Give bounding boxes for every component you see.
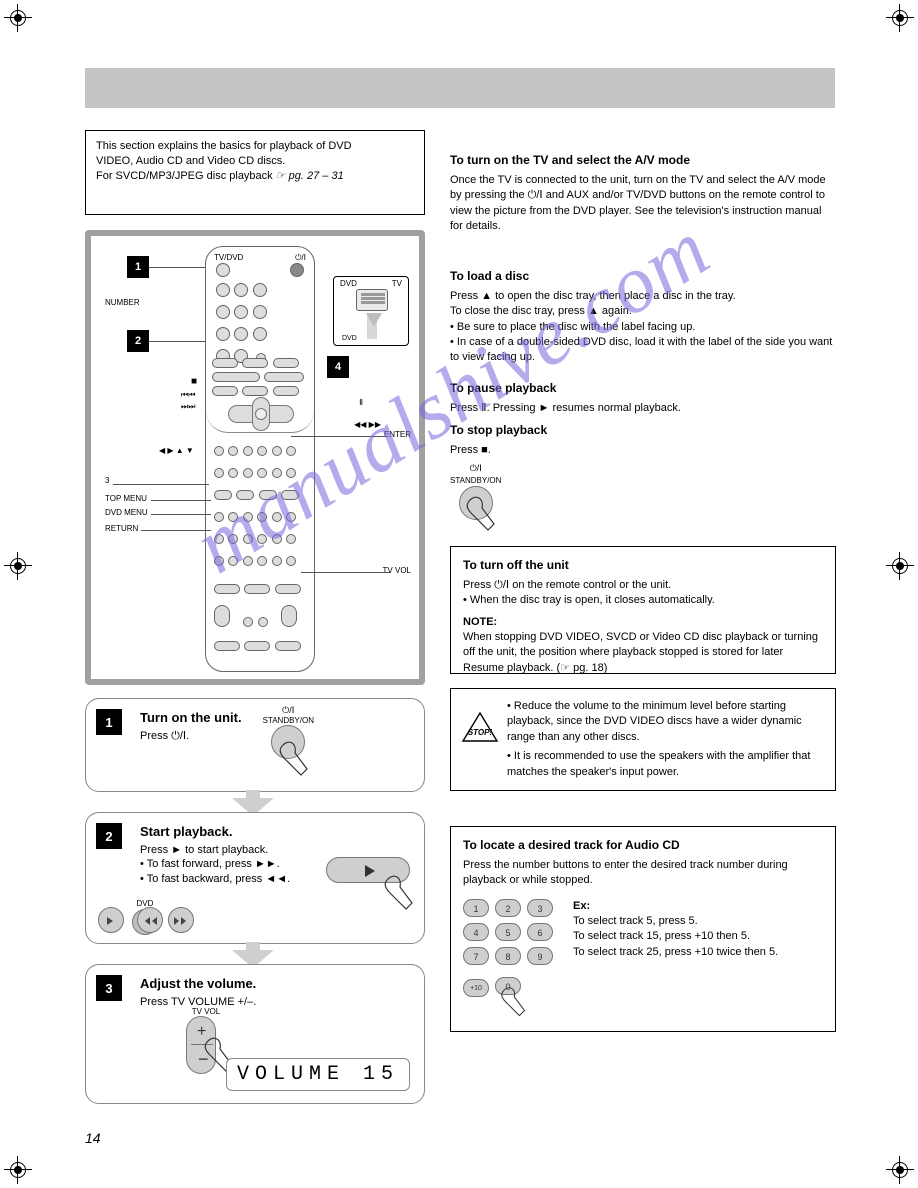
step-1: 1 Turn on the unit. Press ⏻/Ⅰ. ⏻/Ⅰ STAND…: [85, 698, 425, 792]
remote-shell: TV/DVD ⏻/Ⅰ: [205, 246, 315, 672]
power-icon: ⏻/Ⅰ: [295, 253, 306, 263]
intro-line: For SVCD/MP3/JPEG disc playback ☞ pg. 27…: [96, 169, 414, 184]
crop-mark: [4, 552, 32, 580]
mode-slider-inset: DVD TV DVD: [333, 276, 409, 346]
power-icon-label: ⏻/Ⅰ: [450, 462, 501, 475]
step-text: Press ► to start playback.: [140, 843, 414, 858]
crop-mark: [886, 1156, 914, 1184]
finger-icon: [464, 494, 504, 534]
keypad-icon: 123 456 789 +100: [463, 899, 559, 1037]
finger-icon: [382, 873, 422, 913]
remote-label: DVD MENU: [105, 508, 148, 517]
finger-icon: [277, 739, 317, 779]
step-text: Press TV VOLUME +/–.: [140, 995, 414, 1010]
right-section-stop: To stop playback Press ■.: [450, 422, 836, 458]
rew-icon: [137, 907, 163, 933]
step-title: Start playback.: [140, 823, 414, 841]
intro-box: This section explains the basics for pla…: [85, 130, 425, 215]
remote-label: 3: [105, 476, 109, 485]
step-number: 2: [96, 823, 122, 849]
svg-text:STOP!: STOP!: [468, 728, 493, 737]
step-title: Adjust the volume.: [140, 975, 414, 993]
crop-mark: [886, 4, 914, 32]
next-icon: ⏭⏭: [181, 402, 195, 412]
play-small-icon: [98, 907, 124, 933]
step-3: 3 Adjust the volume. Press TV VOLUME +/–…: [85, 964, 425, 1104]
remote-label: ENTER: [384, 430, 411, 439]
caution-box: STOP! • Reduce the volume to the minimum…: [450, 688, 836, 791]
remote-label: RETURN: [105, 524, 138, 533]
crop-mark: [886, 552, 914, 580]
track-locate-box: To locate a desired track for Audio CD P…: [450, 826, 836, 1032]
prev-icon: ⏮⏮: [181, 390, 195, 400]
dpad-icon: ◀ ▶ ▲ ▼: [159, 446, 194, 455]
intro-line: This section explains the basics for pla…: [96, 139, 414, 154]
caution-icon: STOP!: [461, 711, 499, 745]
remote-label: TOP MENU: [105, 494, 147, 503]
step-number: 1: [96, 709, 122, 735]
page: 14 This section explains the basics for …: [0, 0, 918, 1188]
pause-icon: Ⅱ: [359, 398, 363, 407]
seek-icon: ◀◀ ▶▶: [354, 420, 381, 429]
right-section-pause: To pause playback Press Ⅱ. Pressing ► re…: [450, 380, 836, 416]
off-info-box: To turn off the unit Press ⏻/Ⅰ on the re…: [450, 546, 836, 674]
callout-1: 1: [127, 256, 149, 278]
callout-4: 4: [327, 356, 349, 378]
intro-line: VIDEO, Audio CD and Video CD discs.: [96, 154, 414, 169]
callout-2: 2: [127, 330, 149, 352]
stop-icon: ■: [191, 376, 197, 387]
remote-diagram: 1 2 4 NUMBER ■ ⏮⏮ ⏭⏭ ◀ ▶ ▲ ▼ Ⅱ ◀◀ ▶▶ TV/…: [85, 230, 425, 685]
crop-mark: [4, 4, 32, 32]
header-bar: [85, 68, 835, 108]
power-icon-label: ⏻/Ⅰ: [263, 705, 314, 716]
right-section-load: To load a disc Press ▲ to open the disc …: [450, 268, 836, 366]
finger-icon: [499, 985, 533, 1019]
lcd-readout: VOLUME 15: [226, 1058, 410, 1091]
step-number: 3: [96, 975, 122, 1001]
right-section-tv: To turn on the TV and select the A/V mod…: [450, 152, 836, 234]
page-number: 14: [85, 1130, 101, 1146]
crop-mark: [4, 1156, 32, 1184]
ff-icon: [168, 907, 194, 933]
remote-label: NUMBER: [105, 298, 140, 307]
remote-label: TV VOL: [383, 566, 411, 575]
step-2: 2 Start playback. Press ► to start playb…: [85, 812, 425, 944]
